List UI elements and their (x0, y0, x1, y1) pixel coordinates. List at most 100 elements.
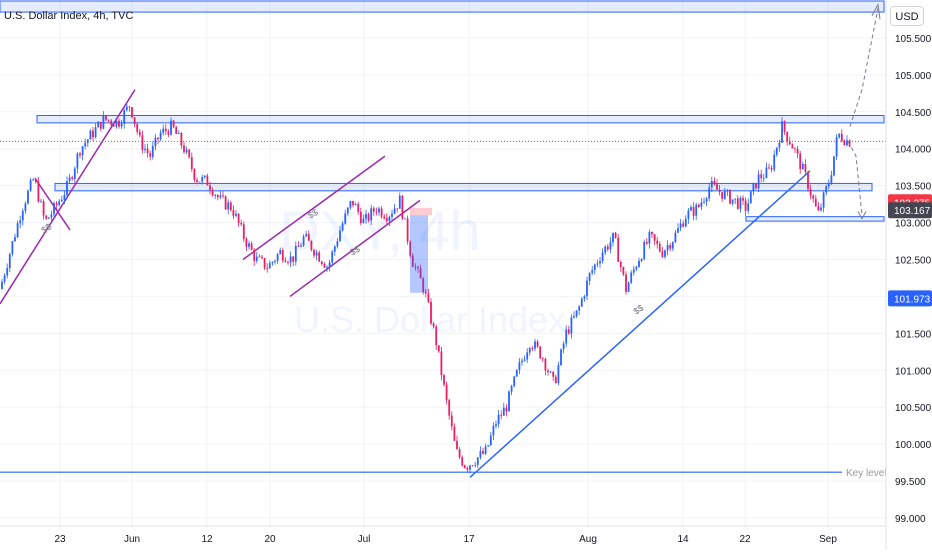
candle-body (34, 179, 37, 182)
candle-body (502, 407, 505, 416)
candle-body (385, 218, 388, 222)
candle-body (635, 266, 638, 270)
candle-body (658, 243, 661, 252)
time-tick-label: Sep (819, 534, 837, 545)
candle-body (562, 343, 565, 350)
price-tick-label: 104.000 (895, 145, 932, 156)
candle-body (822, 192, 825, 208)
candle-body (162, 128, 165, 133)
candle-body (432, 323, 435, 327)
candle-body (684, 218, 687, 227)
candle-body (50, 214, 53, 218)
price-tick-label: 99.500 (895, 477, 926, 488)
candle-body (242, 224, 245, 240)
candle-body (224, 196, 227, 210)
candle-body (378, 208, 380, 213)
candle-body (448, 400, 451, 416)
candle-body (586, 280, 588, 297)
candle-body (422, 278, 425, 292)
trendline-channel (0, 89, 136, 305)
candle-body (573, 316, 575, 318)
candle-body (21, 210, 24, 221)
candle-body (437, 345, 440, 352)
price-tick-label: 100.000 (895, 440, 932, 451)
candle-body (846, 140, 848, 146)
candle-body (565, 329, 568, 344)
price-label-box (888, 290, 932, 307)
candle-body (770, 168, 773, 170)
candle-body (554, 376, 557, 384)
candle-body (762, 177, 765, 179)
drawn-lines: Key level - (0, 89, 893, 479)
candle-body (185, 149, 188, 153)
candle-body (177, 133, 180, 134)
arrow-head-down (857, 211, 867, 220)
candle-body (313, 249, 315, 256)
candle-body (760, 174, 763, 179)
candle-body (742, 197, 744, 201)
time-tick-label: 22 (739, 534, 751, 545)
candle-body (466, 467, 469, 470)
candle-body (107, 119, 110, 121)
candle-body (427, 293, 430, 302)
candle-body (817, 206, 820, 211)
zone-box (36, 114, 885, 124)
candle-body (734, 198, 737, 200)
candle-body (3, 275, 6, 282)
candle-body (110, 120, 113, 125)
candle-body (68, 177, 71, 182)
candle-body (58, 201, 61, 206)
candle-body (453, 426, 456, 441)
candle-body (547, 370, 549, 373)
imbalance-box (410, 215, 428, 293)
candle-body (279, 250, 282, 255)
candle-body (24, 203, 27, 211)
candle-body (833, 156, 835, 176)
candle-body (79, 153, 81, 156)
candle-body (560, 349, 562, 366)
candle-body (357, 204, 360, 212)
candle-body (609, 242, 612, 250)
candle-body (404, 218, 406, 220)
candle-body (796, 148, 799, 154)
candle-body (638, 260, 640, 267)
candle-body (424, 291, 427, 294)
channel-upper (242, 155, 386, 261)
candle-body (513, 376, 516, 387)
candle-body (705, 198, 708, 202)
time-tick-label: Aug (579, 534, 597, 545)
candle-body (16, 223, 19, 238)
candle-body (443, 375, 445, 385)
candle-body (263, 258, 266, 269)
candle-body (14, 237, 16, 242)
candle-body (591, 270, 594, 273)
candle-body (526, 352, 529, 360)
candle-body (690, 207, 692, 211)
candle-body (27, 190, 29, 204)
candle-body (144, 148, 146, 150)
candle-body (302, 236, 305, 246)
candle-body (788, 141, 791, 145)
candle-body (435, 326, 438, 346)
candle-body (648, 231, 651, 244)
candle-body (838, 133, 841, 138)
candle-body (284, 260, 287, 263)
candle-body (222, 195, 224, 197)
candle-body (723, 191, 726, 199)
candle-body (541, 358, 544, 360)
candle-body (341, 223, 344, 231)
candle-body (375, 211, 378, 213)
currency-button[interactable]: USD (890, 6, 924, 26)
candle-body (346, 207, 349, 214)
candle-body (196, 179, 198, 182)
candle-body (469, 465, 471, 470)
candle-body (479, 451, 482, 458)
candle-body (271, 261, 274, 264)
zones (0, 0, 885, 222)
price-tick-label: 103.000 (895, 219, 932, 230)
candle-body (653, 234, 656, 241)
candle-body (708, 187, 711, 199)
candle-body (799, 153, 802, 170)
